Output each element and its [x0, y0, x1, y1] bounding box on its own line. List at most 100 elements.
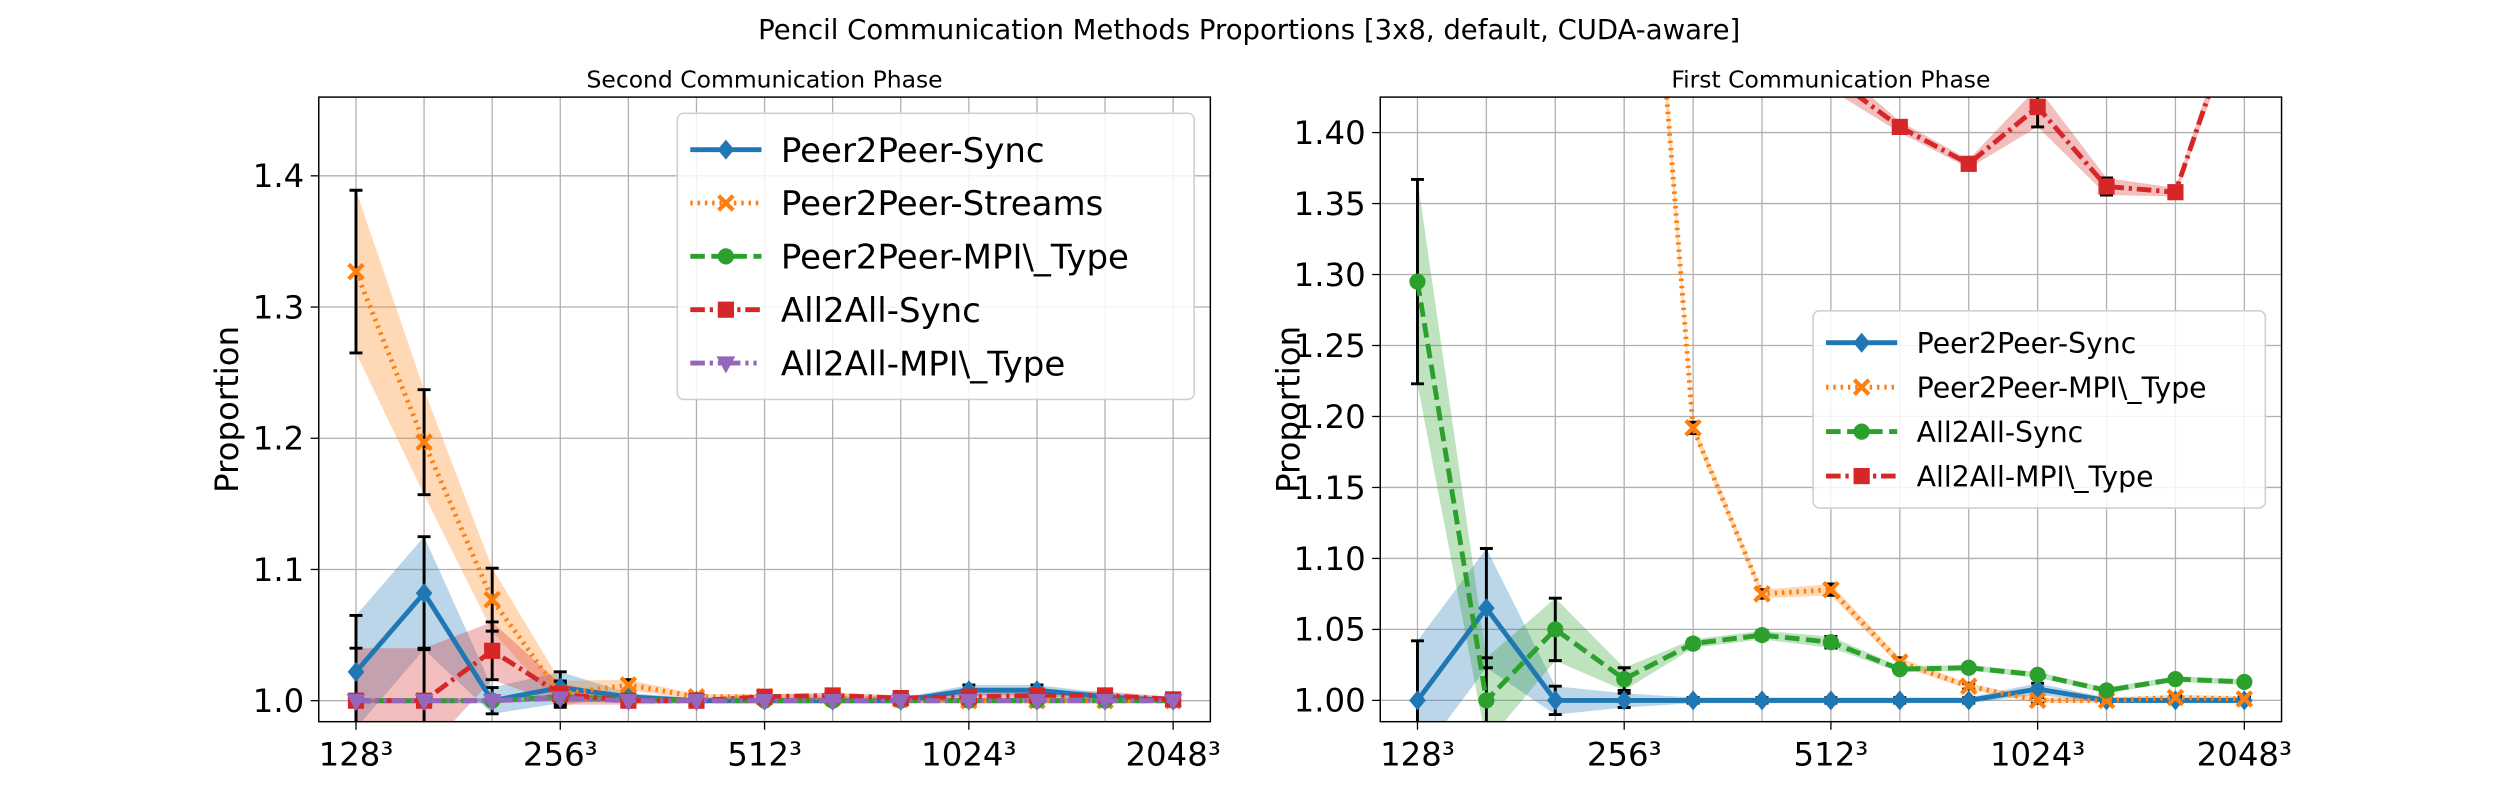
marker [347, 661, 365, 682]
x-tick-label: 512³ [1794, 735, 1869, 773]
legend-label: All2All-Sync [1917, 416, 2084, 449]
marker [1684, 690, 1702, 711]
marker [1960, 690, 1978, 711]
marker [891, 694, 911, 712]
marker [1891, 690, 1909, 711]
y-tick-label: 1.4 [253, 157, 304, 195]
y-tick-label: 1.15 [1294, 469, 1366, 507]
marker [2167, 671, 2184, 688]
axes-frame [318, 96, 1212, 723]
y-tick-label: 1.1 [253, 551, 304, 589]
y-tick-label: 1.35 [1294, 185, 1366, 223]
marker [1822, 690, 1840, 711]
marker [2166, 688, 2185, 707]
marker [483, 590, 501, 609]
marker [1753, 585, 1771, 603]
y-tick-label: 1.3 [253, 288, 304, 326]
plot-area [1409, 97, 2254, 722]
legend-label: Peer2Peer-Sync [1917, 327, 2137, 360]
marker [2029, 98, 2046, 116]
marker [2167, 184, 2184, 201]
marker [550, 691, 570, 709]
legend-marker [1853, 423, 1870, 440]
y-tick-label: 1.25 [1294, 327, 1366, 365]
subplot-title: Second Communication Phase [587, 65, 943, 93]
y-axis-label: Proportion [1269, 326, 1307, 493]
subplot: First Communication Phase Proportion 1.00 1… [1269, 65, 2292, 773]
marker [1753, 627, 1771, 644]
marker [2028, 691, 2047, 710]
marker [1891, 118, 1908, 135]
marker [1615, 690, 1633, 711]
marker [415, 583, 433, 604]
legend-label: All2All-MPI\_Type [781, 344, 1065, 384]
marker [1960, 659, 1977, 676]
legend-marker [717, 194, 735, 212]
legend-box [676, 112, 1195, 401]
marker [415, 433, 433, 451]
legend-marker [717, 301, 734, 318]
error-band [1417, 179, 2245, 722]
marker [346, 694, 366, 712]
marker [1959, 677, 1978, 695]
marker [1891, 661, 1908, 678]
marker [1163, 694, 1183, 712]
axes-frame [1379, 96, 2283, 723]
marker [1822, 634, 1839, 651]
error-band [1842, 97, 2212, 197]
y-tick-label: 1.00 [1294, 682, 1366, 720]
subplot: Second Communication Phase Proportion 1.0 1… [208, 65, 1221, 773]
marker [1616, 671, 1633, 688]
x-tick-label: 256³ [1587, 735, 1662, 773]
marker [2098, 178, 2115, 195]
marker [1095, 694, 1115, 712]
legend: Peer2Peer-Sync Peer2Peer-Streams Peer2Peer… [676, 112, 1195, 401]
marker [2029, 666, 2046, 683]
marker [347, 262, 365, 281]
legend-marker [1853, 332, 1870, 353]
legend-marker [716, 356, 736, 374]
x-tick-label: 128³ [1380, 735, 1455, 773]
legend-marker [717, 248, 734, 265]
marker [1684, 419, 1702, 437]
marker [1409, 273, 1426, 290]
plot-area [346, 188, 1183, 722]
marker [1478, 598, 1495, 619]
x-tick-label: 1024³ [1990, 735, 2085, 773]
marker [618, 694, 638, 712]
marker [2235, 690, 2254, 708]
marker [2098, 682, 2115, 699]
y-tick-label: 1.2 [253, 420, 304, 458]
x-tick-label: 512³ [727, 735, 802, 773]
y-tick-label: 1.10 [1294, 540, 1366, 578]
x-tick-label: 2048³ [1125, 735, 1220, 773]
legend-label: Peer2Peer-MPI\_Type [1917, 371, 2207, 404]
legend: Peer2Peer-Sync Peer2Peer-MPI\_Type All2All… [1812, 309, 2267, 509]
subplot-title: First Communication Phase [1671, 65, 1990, 93]
legend-label: Peer2Peer-Sync [781, 131, 1045, 171]
x-tick-label: 256³ [523, 735, 598, 773]
legend-label: Peer2Peer-Streams [781, 184, 1103, 224]
marker [1027, 694, 1047, 712]
marker [755, 694, 774, 712]
y-tick-label: 1.05 [1294, 611, 1366, 649]
marker [484, 642, 501, 659]
x-tick-label: 128³ [319, 735, 394, 773]
marker [1753, 690, 1771, 711]
marker [1822, 580, 1840, 599]
marker [1546, 690, 1564, 711]
x-tick-label: 2048³ [2197, 735, 2292, 773]
marker [1685, 635, 1702, 652]
figure-title: Pencil Communication Methods Proportions… [758, 14, 1740, 46]
marker [1960, 155, 1977, 172]
x-tick-label: 1024³ [921, 735, 1016, 773]
y-tick-label: 1.20 [1294, 398, 1366, 436]
legend-box [1812, 309, 2267, 509]
legend-marker [1853, 467, 1870, 485]
marker [2236, 673, 2253, 691]
legend-label: All2All-Sync [781, 291, 981, 331]
marker [1547, 621, 1564, 638]
legend-label: Peer2Peer-MPI\_Type [781, 238, 1129, 278]
marker [823, 694, 843, 712]
